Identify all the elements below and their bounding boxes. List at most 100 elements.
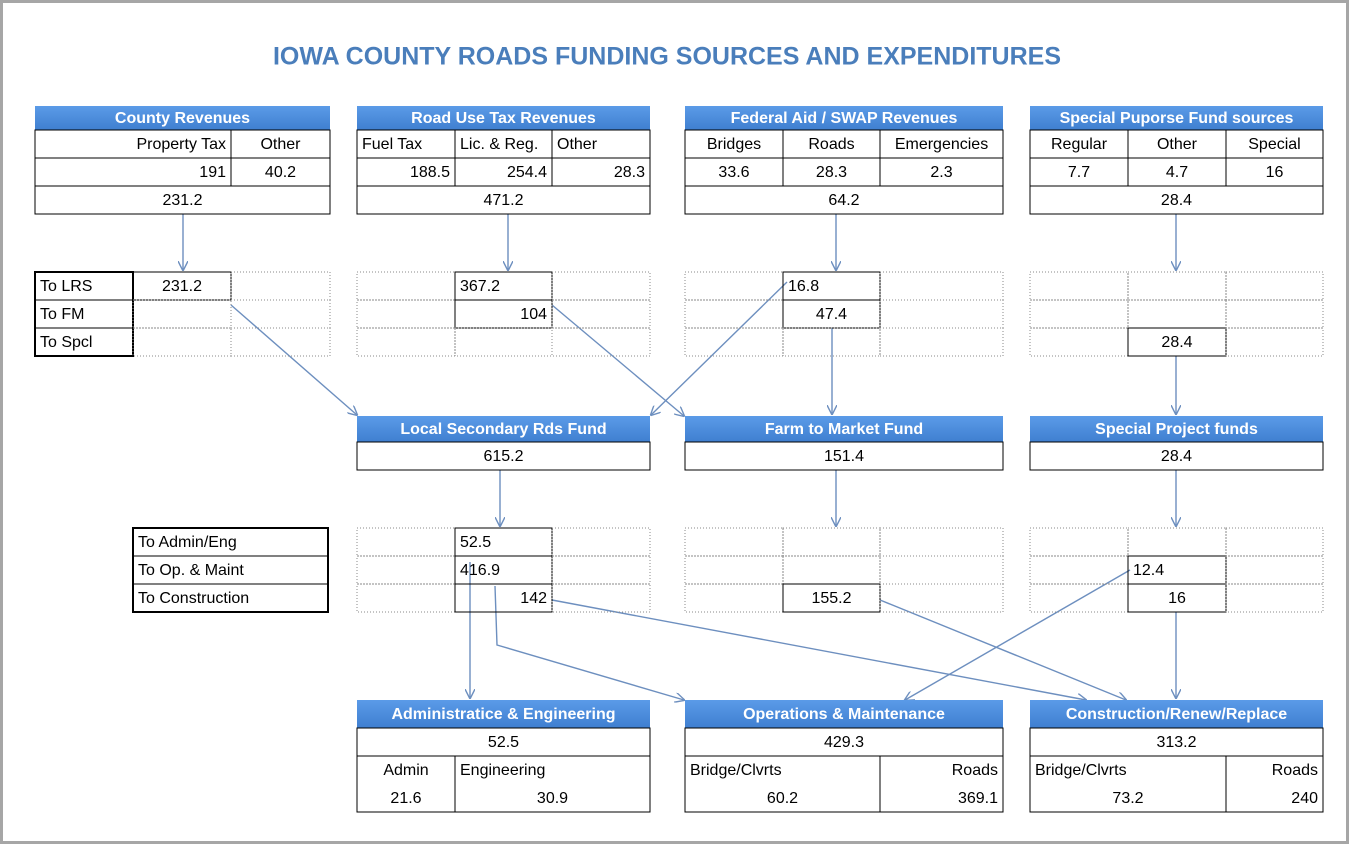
source-total: 231.2 <box>162 192 202 209</box>
allocation-value: 142 <box>520 590 547 607</box>
source-total: 28.4 <box>1161 192 1192 209</box>
expenditure-value: 240 <box>1291 790 1318 807</box>
grid-cell <box>356 583 456 613</box>
grid-cell <box>1029 299 1129 329</box>
cell <box>684 441 1004 471</box>
source-value: 4.7 <box>1166 164 1188 181</box>
allocation-value: 367.2 <box>460 278 500 295</box>
grid-cell <box>879 555 1004 585</box>
grid-cell <box>230 299 331 329</box>
fund-total: 28.4 <box>1161 448 1192 465</box>
arrow <box>230 304 357 415</box>
grid-cell <box>879 299 1004 329</box>
cell <box>1225 755 1324 813</box>
grid-cell <box>1029 327 1129 357</box>
column-label: Roads <box>808 136 854 153</box>
header-title: Special Puporse Fund sources <box>1060 110 1294 127</box>
column-label: Bridge/Clvrts <box>690 762 782 779</box>
header-title: Special Project funds <box>1095 421 1258 438</box>
expenditure-value: 60.2 <box>767 790 798 807</box>
source-total: 64.2 <box>828 192 859 209</box>
row-label: To LRS <box>40 278 92 295</box>
cell <box>34 185 331 215</box>
allocation-value: 416.9 <box>460 562 500 579</box>
grid-cell <box>230 327 331 357</box>
cell <box>1029 441 1324 471</box>
header-bar <box>685 416 1003 442</box>
cell <box>356 185 651 215</box>
grid-cell <box>782 555 881 585</box>
row-label: To Op. & Maint <box>138 562 244 579</box>
grid-cell <box>132 327 232 357</box>
column-label: Property Tax <box>136 136 226 153</box>
grid-cell <box>782 527 881 557</box>
allocation-value: 47.4 <box>816 306 847 323</box>
arrow <box>879 599 1126 700</box>
allocation-value: 52.5 <box>460 534 491 551</box>
grid-cell <box>1029 527 1129 557</box>
arrow <box>651 281 788 415</box>
row-label-box <box>132 527 329 613</box>
source-value: 188.5 <box>410 164 450 181</box>
cell <box>879 755 1004 813</box>
allocation-value: 28.4 <box>1161 334 1192 351</box>
allocation-value: 231.2 <box>162 278 202 295</box>
allocation-value: 155.2 <box>811 590 851 607</box>
arrow <box>551 599 1086 700</box>
row-label: To Construction <box>138 590 249 607</box>
grid-cell <box>356 327 456 357</box>
arrow <box>551 304 684 416</box>
arrow <box>905 569 1131 700</box>
grid-cell <box>879 271 1004 301</box>
allocation-value: 16.8 <box>788 278 819 295</box>
allocation-value: 12.4 <box>1133 562 1164 579</box>
source-value: 16 <box>1266 164 1284 181</box>
column-label: Emergencies <box>895 136 988 153</box>
grid-cell <box>551 299 651 329</box>
column-label: Regular <box>1051 136 1108 153</box>
header-title: County Revenues <box>115 110 250 127</box>
column-label: Other <box>557 136 598 153</box>
header-bar <box>1030 700 1323 728</box>
grid-cell <box>1225 271 1324 301</box>
header-title: Farm to Market Fund <box>765 421 923 438</box>
cell <box>1029 185 1324 215</box>
grid-cell <box>1225 555 1324 585</box>
expenditure-value: 369.1 <box>958 790 998 807</box>
header-bar <box>685 700 1003 728</box>
column-label: Bridges <box>707 136 761 153</box>
header-title: Administratice & Engineering <box>391 706 615 723</box>
fund-total: 151.4 <box>824 448 864 465</box>
grid-cell <box>1127 527 1227 557</box>
grid-cell <box>356 527 456 557</box>
grid-cell <box>684 555 784 585</box>
row-label: To FM <box>40 306 84 323</box>
source-value: 2.3 <box>930 164 952 181</box>
grid-cell <box>684 327 784 357</box>
grid-cell <box>1225 327 1324 357</box>
grid-cell <box>1029 271 1129 301</box>
grid-cell <box>1225 527 1324 557</box>
grid-cell <box>551 555 651 585</box>
value-cell <box>1127 327 1227 357</box>
grid-cell <box>551 271 651 301</box>
fund-total: 615.2 <box>483 448 523 465</box>
column-label: Other <box>1157 136 1198 153</box>
grid-cell <box>356 555 456 585</box>
allocation-value: 104 <box>520 306 547 323</box>
grid-cell <box>1127 271 1227 301</box>
grid-cell <box>684 271 784 301</box>
expenditure-value: 30.9 <box>537 790 568 807</box>
source-total: 471.2 <box>483 192 523 209</box>
page-title: IOWA COUNTY ROADS FUNDING SOURCES AND EX… <box>273 43 1061 71</box>
column-label: Engineering <box>460 762 545 779</box>
grid-cell <box>551 327 651 357</box>
grid-cell <box>551 527 651 557</box>
row-label: To Spcl <box>40 334 92 351</box>
header-title: Road Use Tax Revenues <box>411 110 596 127</box>
header-bar <box>357 106 650 130</box>
column-label: Roads <box>952 762 998 779</box>
grid-cell <box>1029 583 1129 613</box>
grid-cell <box>356 271 456 301</box>
